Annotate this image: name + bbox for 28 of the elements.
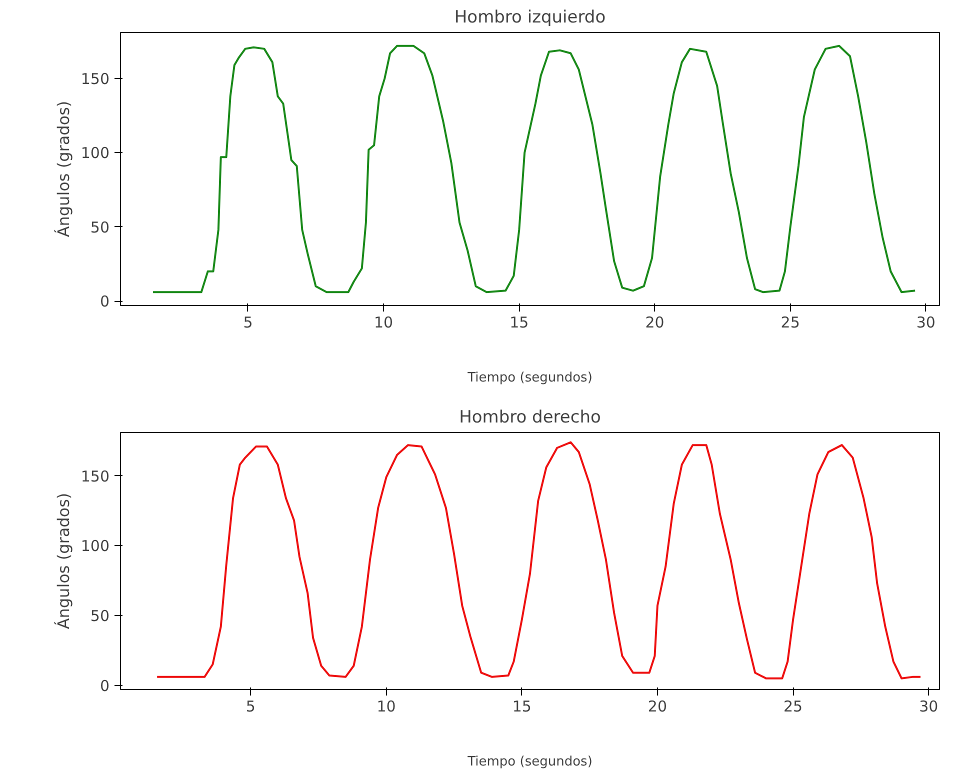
chart-title: Hombro derecho xyxy=(459,408,601,428)
line-series xyxy=(152,44,916,294)
x-tick-label: 25 xyxy=(780,314,800,332)
y-axis-title: Ángulos (grados) xyxy=(54,492,73,630)
x-tick-label: 20 xyxy=(645,314,664,332)
x-tick-label: 15 xyxy=(510,314,529,332)
y-tick-label: 0 xyxy=(100,292,110,311)
x-axis-title: Tiempo (segundos) xyxy=(466,754,592,770)
y-tick-label: 50 xyxy=(90,606,110,625)
x-tick-label: 5 xyxy=(243,314,253,332)
x-tick-label: 30 xyxy=(916,314,936,332)
x-tick-label: 15 xyxy=(512,698,532,716)
y-tick-label: 50 xyxy=(90,218,110,236)
line-series xyxy=(156,441,922,680)
y-tick-label: 0 xyxy=(100,676,110,695)
y-tick-label: 100 xyxy=(80,537,110,556)
x-tick-label: 5 xyxy=(246,698,256,716)
x-tick-label: 10 xyxy=(376,698,396,716)
chart-title: Hombro izquierdo xyxy=(454,8,606,28)
y-tick-label: 150 xyxy=(80,70,110,88)
y-tick-label: 100 xyxy=(80,144,110,162)
y-tick-label: 150 xyxy=(80,467,110,486)
x-tick-label: 20 xyxy=(648,698,668,716)
x-axis-title: Tiempo (segundos) xyxy=(466,370,592,386)
x-tick-label: 25 xyxy=(784,698,803,716)
x-tick-label: 10 xyxy=(374,314,394,332)
x-tick-label: 30 xyxy=(919,698,938,716)
y-axis-title: Ángulos (grados) xyxy=(54,100,73,238)
